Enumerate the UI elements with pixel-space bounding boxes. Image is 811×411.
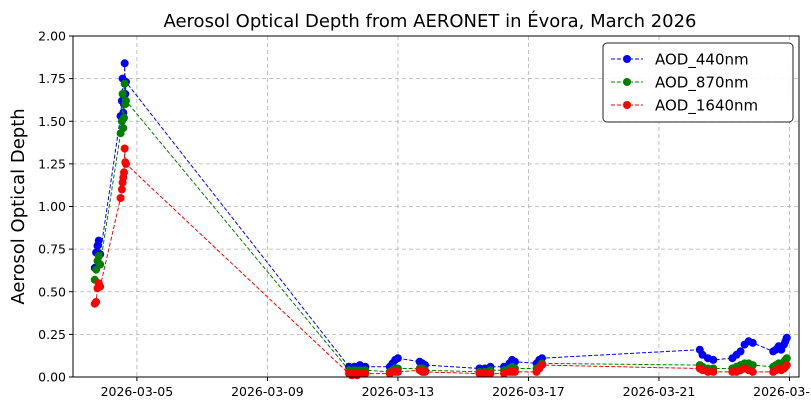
data-point-AOD_870nm (118, 90, 127, 98)
legend-marker-AOD_870nm (623, 78, 631, 86)
data-point-AOD_1640nm (92, 298, 101, 306)
data-point-AOD_1640nm (96, 282, 105, 291)
legend-marker-AOD_440nm (623, 55, 631, 63)
data-point-AOD_1640nm (120, 168, 128, 177)
data-point-AOD_1640nm (361, 369, 370, 378)
y-tick-label: 0.75 (38, 242, 66, 257)
x-tick-label: 2026-03-25 (753, 384, 811, 399)
y-tick-label: 1.50 (38, 114, 66, 129)
data-point-AOD_440nm (782, 333, 791, 342)
legend-box (602, 42, 794, 123)
data-point-AOD_1640nm (782, 361, 791, 370)
data-point-AOD_1640nm (709, 367, 718, 376)
data-point-AOD_1640nm (538, 361, 546, 370)
legend: AOD_440nm AOD_870nm AOD_1640nm (602, 42, 794, 123)
y-tick-label: 1.25 (38, 156, 66, 171)
data-point-AOD_1640nm (117, 185, 126, 194)
data-point-AOD_440nm (393, 354, 402, 363)
data-point-AOD_440nm (94, 236, 103, 245)
chart-title: Aerosol Optical Depth from AERONET in Év… (163, 10, 696, 32)
series-layer (90, 59, 791, 380)
data-point-AOD_1640nm (486, 369, 495, 378)
legend-label: AOD_870nm (655, 74, 749, 93)
data-point-AOD_870nm (122, 96, 130, 105)
axis-layer: 2026-03-05 2026-03-09 2026-03-13 2026-03-17… (38, 29, 811, 400)
y-axis-label: Aerosol Optical Depth (8, 108, 29, 304)
data-point-AOD_870nm (94, 251, 103, 260)
data-point-AOD_870nm (119, 124, 128, 133)
data-point-AOD_870nm (120, 113, 128, 122)
y-tick-label: 1.75 (38, 71, 66, 86)
y-tick-label: 1.00 (38, 199, 66, 214)
data-point-AOD_1640nm (393, 367, 402, 376)
data-point-AOD_1640nm (748, 367, 757, 376)
y-tick-label: 0.50 (38, 284, 66, 299)
data-point-AOD_1640nm (421, 367, 430, 376)
data-point-AOD_440nm (120, 59, 129, 68)
y-tick-label: 0.00 (38, 370, 66, 385)
y-tick-label: 2.00 (38, 29, 66, 44)
legend-label: AOD_440nm (655, 51, 749, 70)
y-tick-label: 0.25 (38, 327, 66, 342)
data-point-AOD_440nm (709, 355, 718, 364)
data-point-AOD_870nm (96, 260, 105, 269)
series-AOD_1640nm (90, 144, 791, 380)
legend-marker-AOD_1640nm (623, 101, 631, 109)
x-tick-label: 2026-03-13 (362, 384, 435, 399)
data-point-AOD_1640nm (510, 367, 519, 376)
x-tick-label: 2026-03-21 (623, 384, 696, 399)
data-point-AOD_1640nm (116, 194, 125, 202)
data-point-AOD_440nm (736, 347, 745, 356)
data-point-AOD_870nm (782, 354, 791, 363)
data-point-AOD_440nm (748, 338, 757, 347)
x-tick-label: 2026-03-17 (492, 384, 565, 399)
data-point-AOD_1640nm (480, 369, 489, 378)
legend-label: AOD_1640nm (655, 97, 758, 116)
x-tick-label: 2026-03-09 (231, 384, 304, 399)
data-point-AOD_1640nm (122, 159, 130, 168)
data-point-AOD_870nm (120, 79, 129, 88)
data-point-AOD_1640nm (120, 144, 129, 153)
x-tick-label: 2026-03-05 (101, 384, 174, 399)
